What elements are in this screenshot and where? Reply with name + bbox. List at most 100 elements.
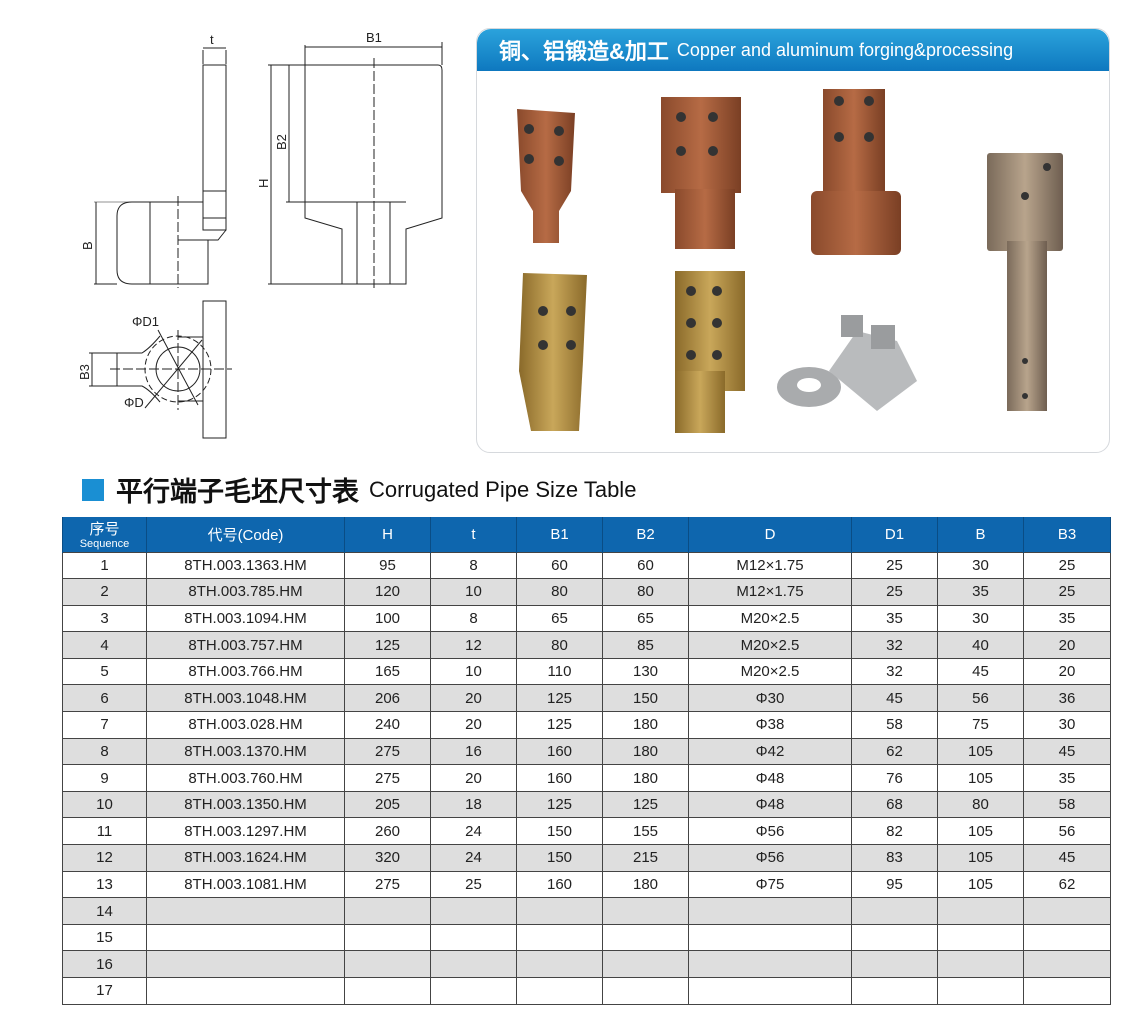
table-cell: Φ56	[688, 844, 852, 872]
svg-text:ΦD1: ΦD1	[132, 314, 159, 329]
table-cell: 20	[430, 764, 517, 792]
table-cell: 1	[62, 551, 147, 580]
table-cell	[602, 923, 689, 952]
table-cell: 8TH.003.1350.HM	[146, 790, 345, 819]
table-cell: 60	[516, 551, 603, 580]
table-row: 9 8TH.003.760.HM 275 20 160 180 Φ48 76 105 35	[62, 764, 1111, 792]
table-cell: 8TH.003.757.HM	[146, 631, 345, 659]
table-cell: Φ38	[688, 711, 852, 739]
table-cell	[602, 950, 689, 978]
header-b1: B1	[516, 517, 603, 552]
table-cell: 105	[937, 764, 1024, 792]
table-cell	[516, 923, 603, 952]
table-cell: 58	[1023, 790, 1111, 819]
table-cell: 160	[516, 870, 603, 899]
table-cell	[937, 950, 1024, 978]
table-cell: 240	[344, 711, 431, 739]
table-cell	[851, 897, 938, 925]
side-view: t B	[80, 32, 227, 288]
table-cell	[516, 977, 603, 1005]
svg-text:B2: B2	[274, 134, 289, 150]
table-cell: 120	[344, 578, 431, 606]
table-cell: 12	[62, 844, 147, 872]
svg-text:B1: B1	[366, 30, 382, 45]
table-cell: 30	[1023, 711, 1111, 739]
table-cell: 35	[1023, 604, 1111, 633]
table-cell: 2	[62, 578, 147, 606]
section-title-cn: 平行端子毛坯尺寸表	[116, 477, 359, 507]
table-cell: 180	[602, 870, 689, 899]
table-cell: 8	[430, 604, 517, 633]
table-row: 6 8TH.003.1048.HM 206 20 125 150 Φ30 45 56 36	[62, 684, 1111, 713]
table-cell: 8TH.003.1081.HM	[146, 870, 345, 899]
table-cell: 17	[62, 977, 147, 1005]
photo-copper-lug-3	[811, 89, 901, 255]
table-cell: 95	[851, 870, 938, 899]
table-cell	[688, 977, 852, 1005]
table-cell: 8TH.003.1048.HM	[146, 684, 345, 713]
table-cell	[430, 923, 517, 952]
table-row: 1 8TH.003.1363.HM 95 8 60 60 M12×1.75 25 30 25	[62, 551, 1111, 580]
table-cell: M20×2.5	[688, 604, 852, 633]
table-cell: 11	[62, 817, 147, 846]
front-view: B1 B2 H	[256, 30, 443, 288]
header-d1: D1	[851, 517, 938, 552]
table-cell: 62	[851, 737, 938, 766]
table-cell: 83	[851, 844, 938, 872]
table-row: 10 8TH.003.1350.HM 205 18 125 125 Φ48 68 80 58	[62, 790, 1111, 819]
table-cell: M20×2.5	[688, 631, 852, 659]
table-row: 5 8TH.003.766.HM 165 10 110 130 M20×2.5 32 45 20	[62, 657, 1111, 686]
table-cell	[851, 977, 938, 1005]
table-cell: 8TH.003.1363.HM	[146, 551, 345, 580]
svg-text:ΦD: ΦD	[124, 395, 144, 410]
table-cell: M20×2.5	[688, 657, 852, 686]
table-cell: 56	[937, 684, 1024, 713]
svg-text:t: t	[210, 32, 214, 47]
table-cell: 180	[602, 764, 689, 792]
table-cell	[602, 897, 689, 925]
photo-copper-nickel-rod	[987, 153, 1063, 411]
table-cell: 16	[430, 737, 517, 766]
header-b: B	[937, 517, 1024, 552]
table-cell	[688, 923, 852, 952]
table-cell	[146, 977, 345, 1005]
table-cell: 105	[937, 844, 1024, 872]
table-cell: 85	[602, 631, 689, 659]
section-title: 平行端子毛坯尺寸表 Corrugated Pipe Size Table	[82, 470, 636, 509]
table-cell: 25	[851, 578, 938, 606]
table-row: 13 8TH.003.1081.HM 275 25 160 180 Φ75 95 105 62	[62, 870, 1111, 899]
table-cell: 7	[62, 711, 147, 739]
table-cell: 5	[62, 657, 147, 686]
table-cell: 40	[937, 631, 1024, 659]
product-photos	[517, 89, 1063, 433]
table-cell: 15	[62, 923, 147, 952]
header-code: 代号(Code)	[146, 517, 345, 552]
table-cell: 8TH.003.1297.HM	[146, 817, 345, 846]
table-row: 14	[62, 897, 1111, 925]
table-cell	[146, 923, 345, 952]
table-cell: 150	[602, 684, 689, 713]
table-cell	[937, 977, 1024, 1005]
section-marker-icon	[82, 478, 104, 501]
table-cell: 10	[62, 790, 147, 819]
table-cell: 125	[602, 790, 689, 819]
table-cell: 80	[602, 578, 689, 606]
table-cell: 45	[1023, 737, 1111, 766]
table-cell: 4	[62, 631, 147, 659]
table-cell: 155	[602, 817, 689, 846]
table-cell	[602, 977, 689, 1005]
panel-title-cn: 铜、铝锻造&加工	[499, 39, 669, 64]
table-cell: 82	[851, 817, 938, 846]
table-cell: 80	[516, 578, 603, 606]
table-cell	[146, 950, 345, 978]
table-cell: 215	[602, 844, 689, 872]
table-cell: 68	[851, 790, 938, 819]
table-cell: 105	[937, 817, 1024, 846]
header-t: t	[430, 517, 517, 552]
table-cell: M12×1.75	[688, 578, 852, 606]
product-photo-panel: 铜、铝锻造&加工 Copper and aluminum forging&pro…	[476, 28, 1110, 453]
table-cell: 24	[430, 844, 517, 872]
table-cell	[1023, 923, 1111, 952]
table-cell: 24	[430, 817, 517, 846]
table-cell: 275	[344, 737, 431, 766]
